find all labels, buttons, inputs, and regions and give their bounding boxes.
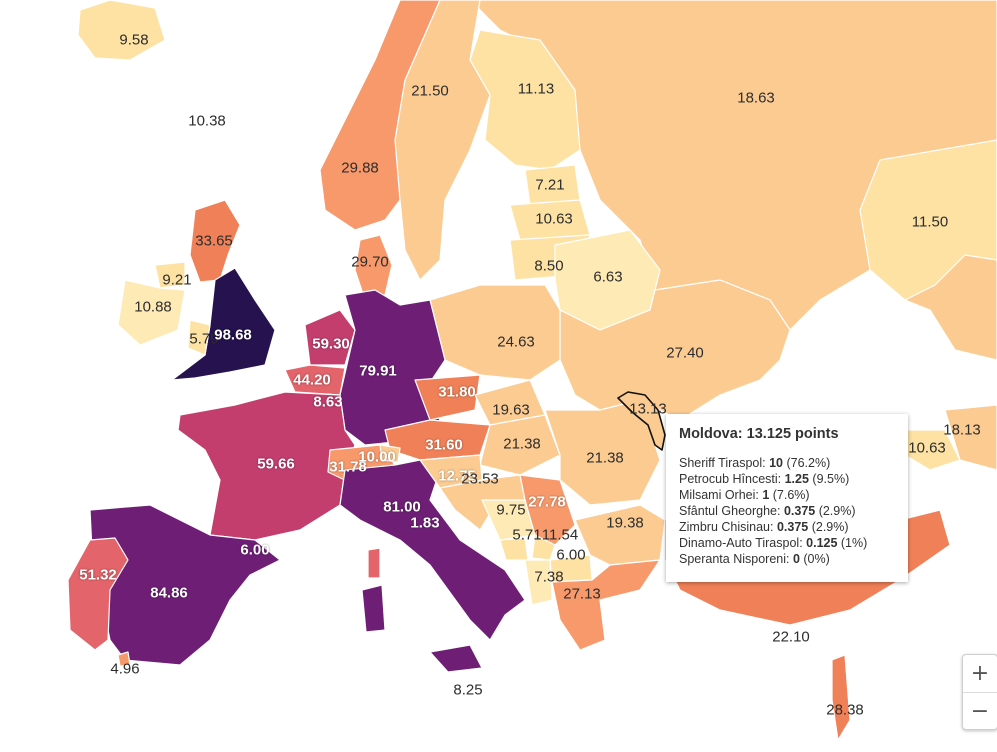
country-poland[interactable] [429, 284, 561, 381]
country-wales[interactable] [187, 319, 211, 356]
country-montenegro[interactable] [499, 537, 529, 561]
tooltip-points: 0.375 [783, 504, 816, 518]
zoom-in-button[interactable]: + [963, 655, 997, 692]
tooltip-points: 1 [762, 488, 770, 502]
tooltip-row: Petrocub Hîncesti: 1.25 (9.5%) [679, 471, 896, 487]
country-austria[interactable] [384, 419, 491, 461]
country-iceland[interactable] [77, 0, 166, 61]
zoom-separator [963, 692, 997, 693]
tooltip-percent: (0%) [799, 552, 830, 566]
country-portugal[interactable] [67, 537, 129, 651]
tooltip-team: Sheriff Tiraspol: [679, 456, 770, 470]
country-netherlands[interactable] [304, 309, 356, 366]
tooltip-percent: (2.9%) [815, 504, 856, 518]
tooltip-points: 0.125 [806, 536, 838, 550]
country-england[interactable] [171, 267, 276, 381]
country-liechtenstein[interactable] [379, 444, 401, 463]
island-sicily[interactable] [429, 644, 483, 673]
tooltip-team: Petrocub Hîncesti: [679, 472, 785, 486]
tooltip-row: Sfântul Gheorghe: 0.375 (2.9%) [679, 503, 896, 519]
tooltip-row: Sheriff Tiraspol: 10 (76.2%) [679, 455, 896, 471]
country-kazakhstan[interactable] [859, 139, 997, 301]
country-czech[interactable] [414, 374, 481, 421]
country-northern-ireland[interactable] [154, 261, 186, 289]
tooltip-points: 0 [792, 552, 800, 566]
country-denmark[interactable] [354, 234, 393, 301]
country-hungary[interactable] [479, 414, 561, 476]
country-georgia[interactable] [904, 429, 961, 471]
tooltip-team: Milsami Orhei: [679, 488, 763, 502]
tooltip-row: Milsami Orhei: 1 (7.6%) [679, 487, 896, 503]
tooltip-points: 0.375 [776, 520, 809, 534]
tooltip-points: 1.25 [784, 472, 809, 486]
island-corsica[interactable] [367, 547, 381, 579]
country-scotland[interactable] [189, 199, 241, 283]
tooltip-team: Dinamo-Auto Tiraspol: [679, 536, 807, 550]
country-ireland[interactable] [117, 279, 186, 346]
zoom-out-button[interactable]: − [963, 693, 997, 730]
country-belgium[interactable] [284, 364, 346, 396]
country-ukraine[interactable] [559, 279, 791, 421]
country-latvia[interactable] [509, 199, 591, 241]
tooltip-row: Zimbru Chisinau: 0.375 (2.9%) [679, 519, 896, 535]
tooltip-team: Speranta Nisporeni: [679, 552, 793, 566]
country-greece[interactable] [551, 559, 661, 651]
tooltip-percent: (1%) [837, 536, 868, 550]
tooltip-row: Dinamo-Auto Tiraspol: 0.125 (1%) [679, 535, 896, 551]
tooltip-points: 10 [769, 456, 783, 470]
country-azerbaijan[interactable] [944, 404, 997, 471]
country-norway[interactable] [319, 0, 441, 231]
country-israel[interactable] [831, 654, 851, 741]
tooltip-title: Moldova: 13.125 points [679, 426, 839, 442]
tooltip-row: Speranta Nisporeni: 0 (0%) [679, 551, 896, 567]
tooltip-percent: (7.6%) [769, 488, 810, 502]
country-north-macedonia[interactable] [549, 554, 593, 583]
tooltip-team: Sfântul Gheorghe: [679, 504, 784, 518]
tooltip-team: Zimbru Chisinau: [679, 520, 777, 534]
tooltip-percent: (2.9%) [808, 520, 849, 534]
country-moldova[interactable] [617, 391, 666, 451]
zoom-control: + − [962, 654, 997, 730]
country-estonia[interactable] [524, 164, 581, 206]
country-albania[interactable] [524, 559, 553, 606]
country-gibraltar[interactable] [117, 651, 131, 667]
tooltip-rows: Sheriff Tiraspol: 10 (76.2%) Petrocub Hîn… [679, 455, 896, 567]
country-romania[interactable] [544, 399, 661, 506]
tooltip-percent: (9.5%) [808, 472, 850, 486]
island-sardinia[interactable] [361, 584, 386, 633]
map-tooltip: Moldova: 13.125 points Sheriff Tiraspol:… [666, 414, 908, 582]
tooltip-percent: (76.2%) [783, 456, 831, 470]
